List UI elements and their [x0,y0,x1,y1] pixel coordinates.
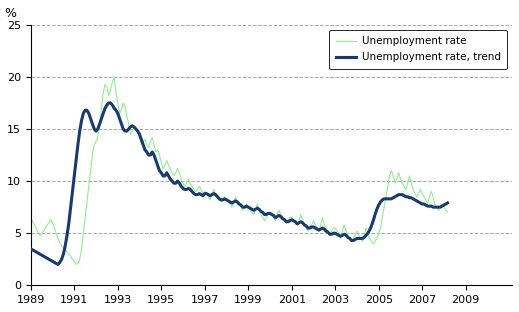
Unemployment rate, trend [55,263,61,266]
Unemployment rate [414,195,420,199]
Unemployment rate, trend [89,122,95,126]
Unemployment rate, trend [432,205,438,209]
Unemployment rate, trend [105,101,112,105]
Legend: Unemployment rate, Unemployment rate, trend: Unemployment rate, Unemployment rate, tr… [330,30,507,69]
Unemployment rate, trend [414,199,420,203]
Unemployment rate, trend [38,253,45,257]
Unemployment rate [38,232,45,236]
Unemployment rate [28,216,34,219]
Unemployment rate, trend [28,247,34,251]
Unemployment rate [89,153,95,157]
Line: Unemployment rate, trend: Unemployment rate, trend [31,103,447,265]
Unemployment rate [428,190,434,193]
Unemployment rate, trend [428,204,434,208]
Unemployment rate, trend [209,193,215,197]
Unemployment rate [209,192,215,196]
Unemployment rate [444,211,450,214]
Unemployment rate [432,202,438,206]
Text: %: % [4,7,16,20]
Unemployment rate [73,263,79,266]
Unemployment rate [111,75,117,79]
Unemployment rate, trend [444,201,450,205]
Line: Unemployment rate: Unemployment rate [31,77,447,265]
